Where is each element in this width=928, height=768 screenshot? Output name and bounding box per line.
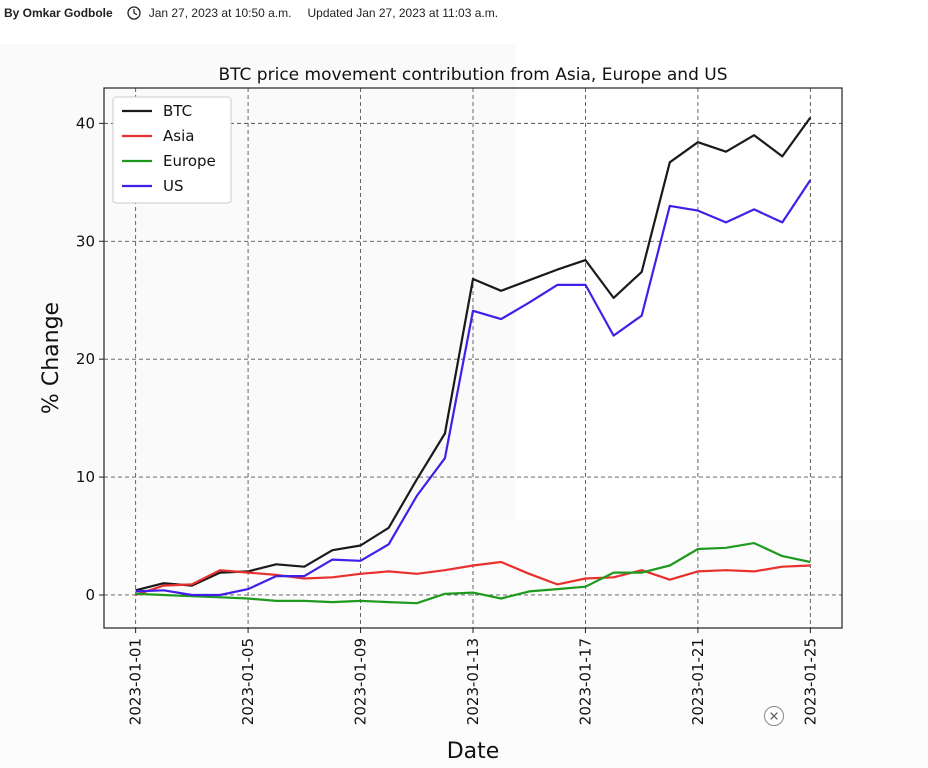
x-axis-label: Date [447,739,500,764]
background-panel-lower [0,520,928,768]
legend-label: Asia [163,127,194,145]
y-tick-label: 40 [76,114,95,132]
chart-title: BTC price movement contribution from Asi… [218,65,727,85]
series-line-europe [135,541,811,605]
article-byline: By Omkar Godbole Jan 27, 2023 at 10:50 a… [4,4,498,22]
x-tick-label: 2023-01-25 [801,638,819,725]
clock-icon [127,6,141,20]
y-axis: 0 10 20 30 40 [76,114,104,604]
x-tick-label: 2023-01-09 [352,638,370,725]
y-axis-label: % Change [39,302,64,414]
series-line-us [135,179,812,597]
updated-time: Updated Jan 27, 2023 at 11:03 a.m. [307,6,499,20]
legend: BTC Asia Europe US [112,96,232,204]
y-tick-label: 10 [76,468,95,486]
y-tick-label: 20 [76,350,95,368]
close-ad-button[interactable] [764,706,784,726]
close-icon [770,712,778,720]
series-line-btc [135,116,812,592]
x-tick-label: 2023-01-13 [464,638,482,725]
author-name[interactable]: By Omkar Godbole [4,6,113,20]
y-tick-label: 0 [85,586,95,604]
series-line-asia [135,560,811,597]
series-lines [135,116,812,605]
legend-label: Europe [163,152,216,170]
legend-box [112,96,232,204]
x-axis: 2023-01-01 2023-01-05 2023-01-09 2023-01-13… [127,628,819,725]
y-tick-label: 30 [76,232,95,250]
legend-label: US [163,177,184,195]
x-tick-label: 2023-01-21 [689,638,707,725]
x-tick-label: 2023-01-01 [127,638,145,725]
legend-label: BTC [163,102,192,120]
x-tick-label: 2023-01-05 [239,638,257,725]
x-tick-label: 2023-01-17 [576,638,594,725]
published-time: Jan 27, 2023 at 10:50 a.m. [148,6,292,20]
